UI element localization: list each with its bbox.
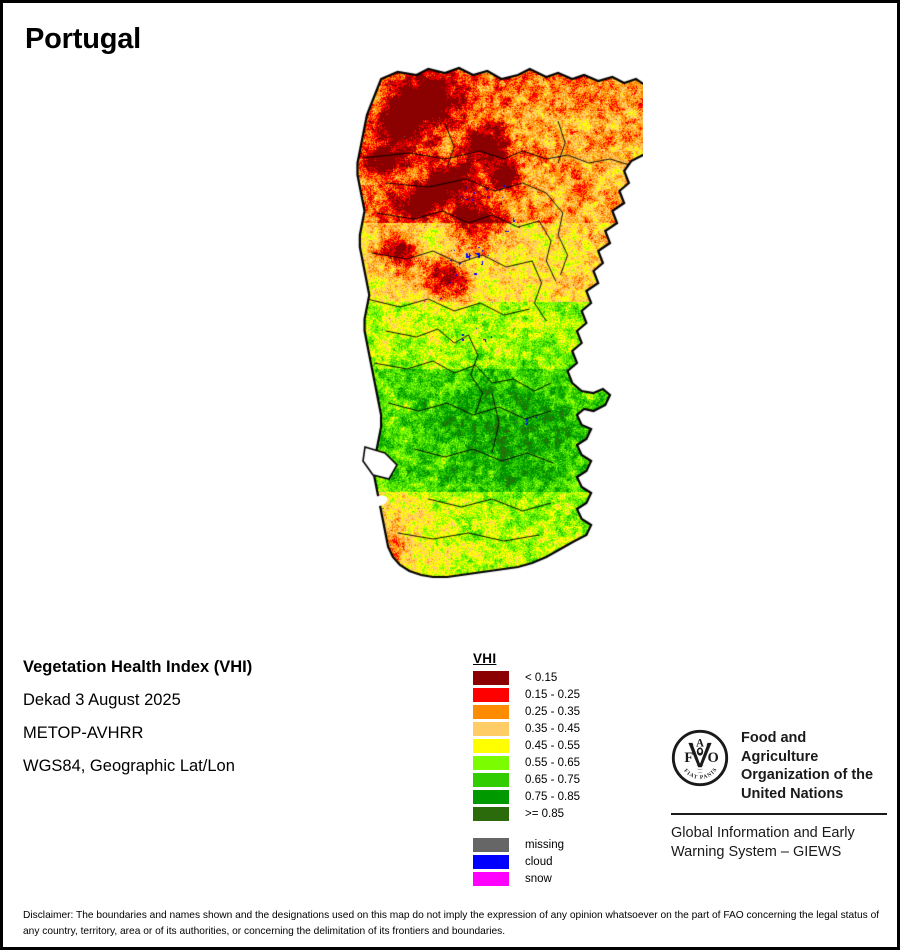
legend-class-swatch: [473, 807, 509, 821]
legend-class-label: 0.25 - 0.35: [525, 706, 580, 718]
legend-special-swatch: [473, 855, 509, 869]
legend-class-row: 0.25 - 0.35: [473, 704, 643, 720]
legend-class-label: 0.65 - 0.75: [525, 774, 580, 786]
legend-class-list: < 0.15 0.15 - 0.25 0.25 - 0.35 0.35 - 0.45 0…: [473, 670, 643, 822]
legend-class-row: 0.35 - 0.45: [473, 721, 643, 737]
info-product: Vegetation Health Index (VHI): [23, 658, 253, 676]
giews-line-2: Warning System – GIEWS: [671, 844, 842, 861]
legend-special-row: cloud: [473, 854, 643, 870]
legend-class-swatch: [473, 705, 509, 719]
fao-organization-name: Food and Agriculture Organization of the…: [741, 729, 887, 803]
legend-special-swatch: [473, 872, 509, 886]
legend-special-row: snow: [473, 871, 643, 887]
fao-logo-icon: F A O FIAT PANIS: [671, 729, 729, 787]
legend-class-swatch: [473, 773, 509, 787]
svg-text:FIAT PANIS: FIAT PANIS: [682, 767, 719, 781]
legend-class-label: 0.55 - 0.65: [525, 757, 580, 769]
fao-logo-and-name: F A O FIAT PANIS Food and Agriculture Or…: [671, 729, 887, 803]
legend-class-row: < 0.15: [473, 670, 643, 686]
legend-class-swatch: [473, 671, 509, 685]
map-legend: VHI < 0.15 0.15 - 0.25 0.25 - 0.35 0.35 - 0…: [473, 651, 643, 888]
legend-class-swatch: [473, 722, 509, 736]
legend-spacer: [473, 823, 643, 837]
info-period: Dekad 3 August 2025: [23, 691, 181, 709]
fao-divider: [671, 813, 887, 816]
page-title: Portugal: [25, 23, 142, 55]
legend-class-swatch: [473, 790, 509, 804]
legend-special-label: missing: [525, 839, 564, 851]
info-sensor: METOP-AVHRR: [23, 724, 144, 742]
legend-class-swatch: [473, 688, 509, 702]
legend-class-label: 0.35 - 0.45: [525, 723, 580, 735]
info-projection: WGS84, Geographic Lat/Lon: [23, 757, 235, 775]
fao-org-line-1: Food and Agriculture: [741, 730, 819, 765]
fao-branding-block: F A O FIAT PANIS Food and Agriculture Or…: [671, 729, 887, 862]
legend-class-row: 0.65 - 0.75: [473, 772, 643, 788]
vhi-canvas: [293, 55, 643, 615]
legend-class-label: < 0.15: [525, 672, 558, 684]
legend-class-row: >= 0.85: [473, 806, 643, 822]
legend-title: VHI: [473, 651, 497, 666]
svg-text:F: F: [684, 750, 693, 766]
legend-class-swatch: [473, 739, 509, 753]
map-info-block: Vegetation Health Index (VHI) Dekad 3 Au…: [23, 658, 353, 790]
legend-special-list: missing cloud snow: [473, 837, 643, 887]
legend-special-row: missing: [473, 837, 643, 853]
legend-special-label: snow: [525, 873, 552, 885]
legend-class-row: 0.45 - 0.55: [473, 738, 643, 754]
legend-class-label: 0.75 - 0.85: [525, 791, 580, 803]
legend-class-swatch: [473, 756, 509, 770]
fao-org-line-2: Organization of the: [741, 767, 874, 784]
legend-special-swatch: [473, 838, 509, 852]
legend-class-label: 0.45 - 0.55: [525, 740, 580, 752]
legend-special-label: cloud: [525, 856, 553, 868]
svg-text:O: O: [708, 750, 719, 766]
vhi-map-raster: [293, 55, 643, 615]
legend-class-row: 0.75 - 0.85: [473, 789, 643, 805]
giews-line-1: Global Information and Early: [671, 825, 855, 842]
legend-class-label: >= 0.85: [525, 808, 565, 820]
giews-system-name: Global Information and Early Warning Sys…: [671, 824, 887, 862]
map-disclaimer: Disclaimer: The boundaries and names sho…: [23, 910, 880, 937]
legend-class-row: 0.15 - 0.25: [473, 687, 643, 703]
svg-text:A: A: [696, 737, 704, 749]
legend-class-row: 0.55 - 0.65: [473, 755, 643, 771]
fao-org-line-3: United Nations: [741, 785, 844, 802]
legend-class-label: 0.15 - 0.25: [525, 689, 580, 701]
